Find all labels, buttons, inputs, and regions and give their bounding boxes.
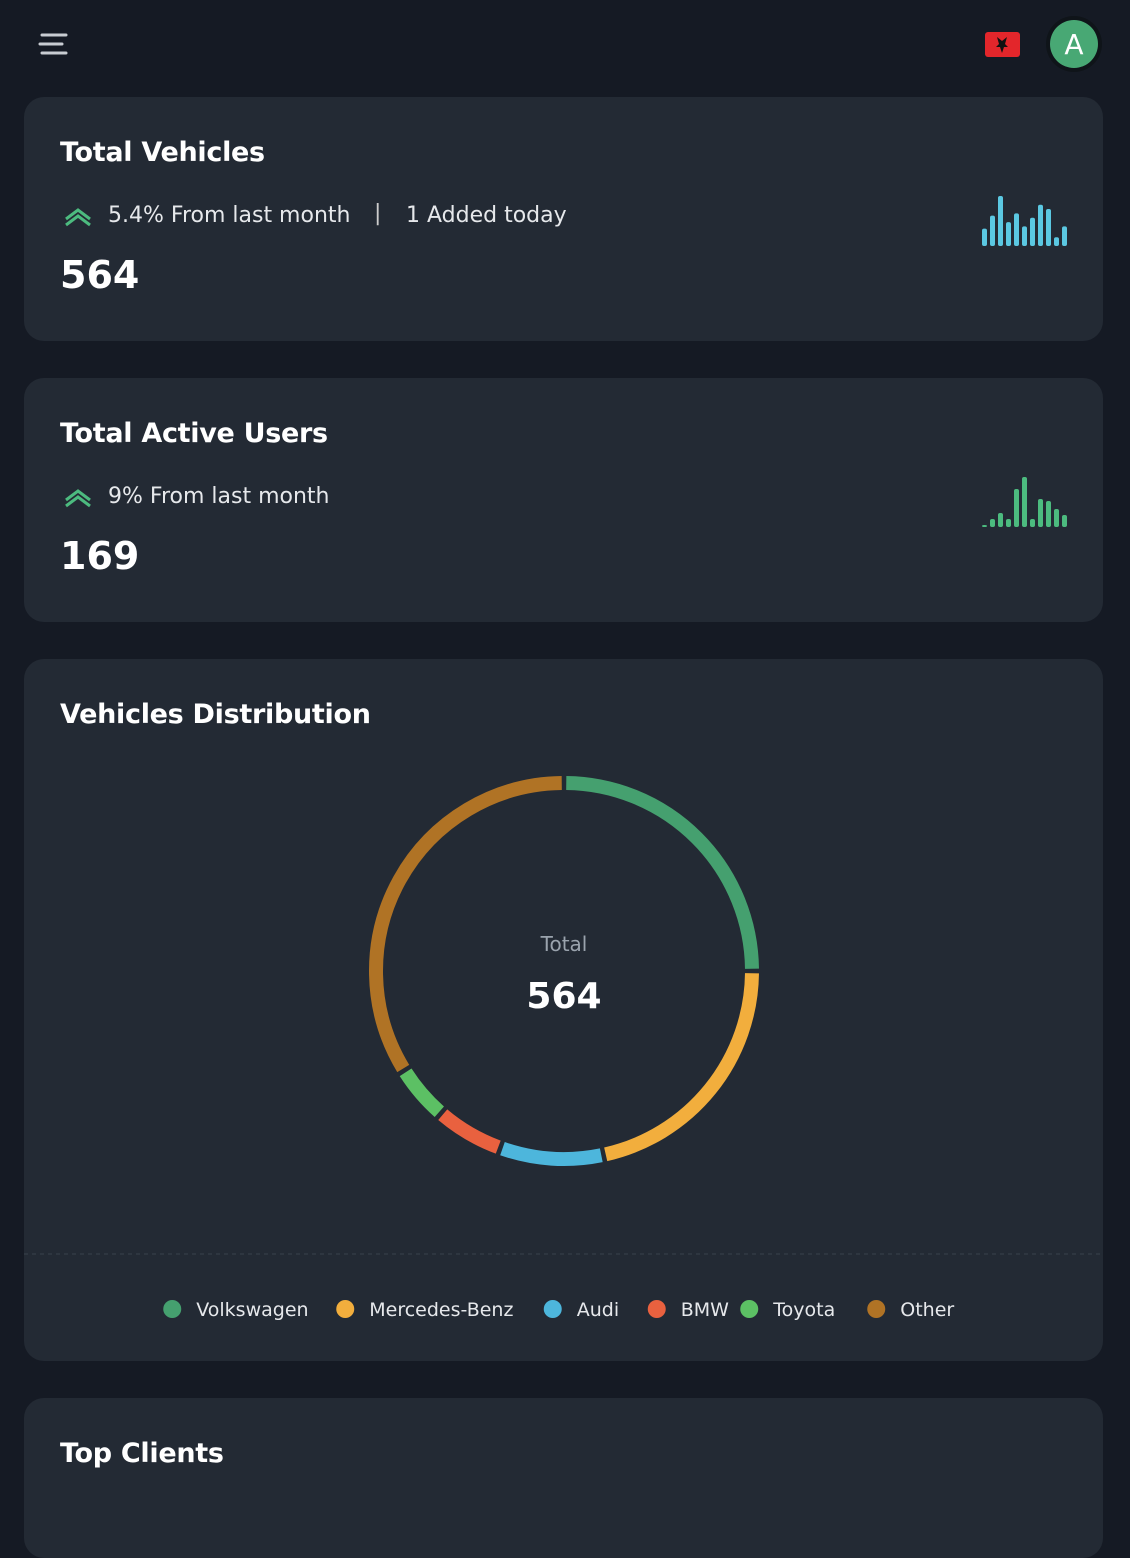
spark-bar xyxy=(1062,226,1067,246)
legend-label: Toyota xyxy=(772,1299,835,1321)
legend-label: Other xyxy=(900,1299,954,1321)
page: A Total Vehicles 5.4% From last month | … xyxy=(24,16,1103,1558)
legend-dot xyxy=(867,1300,886,1318)
distribution-card: Vehicles Distribution Total 564 Volkswag… xyxy=(24,659,1103,1361)
menu-button[interactable] xyxy=(38,33,68,55)
donut-segment xyxy=(604,973,759,1162)
card-value: 564 xyxy=(60,253,140,297)
spark-bar xyxy=(990,519,995,527)
spark-bar xyxy=(1038,499,1043,527)
spark-bar xyxy=(1054,237,1059,246)
spark-bar xyxy=(1030,217,1035,246)
spark-bar xyxy=(1054,509,1059,527)
legend-dot xyxy=(740,1300,759,1318)
legend-dot xyxy=(543,1300,562,1318)
card-title: Total Vehicles xyxy=(60,137,265,168)
legend-label: Volkswagen xyxy=(196,1299,308,1321)
separator: | xyxy=(374,201,382,226)
spark-bar xyxy=(990,215,995,246)
donut-segment xyxy=(566,776,759,969)
avatar-letter: A xyxy=(1064,28,1083,61)
sparkline xyxy=(982,196,1067,246)
legend-dot xyxy=(647,1300,666,1318)
legend-label: Mercedes-Benz xyxy=(369,1299,513,1321)
spark-bar xyxy=(1006,519,1011,527)
center-label: Total xyxy=(540,932,588,956)
spark-bar xyxy=(1046,501,1051,527)
spark-bar xyxy=(998,513,1003,527)
spark-bar xyxy=(1062,515,1067,527)
vehicles-card: Total Vehicles 5.4% From last month | 1 … xyxy=(24,97,1103,341)
trend-icon xyxy=(65,208,91,227)
center-value: 564 xyxy=(526,976,601,1017)
trend-icon xyxy=(65,489,91,508)
spark-bar xyxy=(982,525,987,527)
header: A xyxy=(38,16,1102,72)
clients-card: Top Clients xyxy=(24,1398,1103,1558)
spark-bar xyxy=(1014,213,1019,246)
donut-segment xyxy=(438,1109,501,1154)
spark-bar xyxy=(1014,489,1019,527)
card-extra: 1 Added today xyxy=(406,203,567,228)
card-change: 5.4% From last month xyxy=(108,203,351,228)
spark-bar xyxy=(1022,226,1027,246)
card-value: 169 xyxy=(60,534,140,578)
spark-bar xyxy=(982,228,987,246)
legend-label: Audi xyxy=(577,1299,619,1321)
donut-segment xyxy=(500,1142,603,1166)
donut-chart: Total 564 Volkswagen Mercedes-Benz Audi BMW… xyxy=(24,776,1103,1321)
legend-label: BMW xyxy=(681,1299,729,1321)
donut-segment xyxy=(399,1068,445,1117)
sparkline xyxy=(982,477,1067,527)
users-card: Total Active Users 9% From last month 16… xyxy=(24,378,1103,622)
spark-bar xyxy=(1030,519,1035,527)
spark-bar xyxy=(1046,209,1051,246)
legend-dot xyxy=(163,1300,182,1318)
legend-dot xyxy=(336,1300,355,1318)
card-title: Total Active Users xyxy=(60,418,328,449)
card-change: 9% From last month xyxy=(108,484,330,509)
chart-title: Vehicles Distribution xyxy=(60,699,371,730)
flag-eagle xyxy=(996,37,1008,53)
avatar[interactable] xyxy=(1050,20,1098,68)
card-title: Top Clients xyxy=(60,1438,224,1469)
spark-bar xyxy=(1038,204,1043,246)
spark-bar xyxy=(998,196,1003,246)
donut-segment xyxy=(369,776,562,1073)
spark-bar xyxy=(1006,222,1011,246)
spark-bar xyxy=(1022,477,1027,527)
